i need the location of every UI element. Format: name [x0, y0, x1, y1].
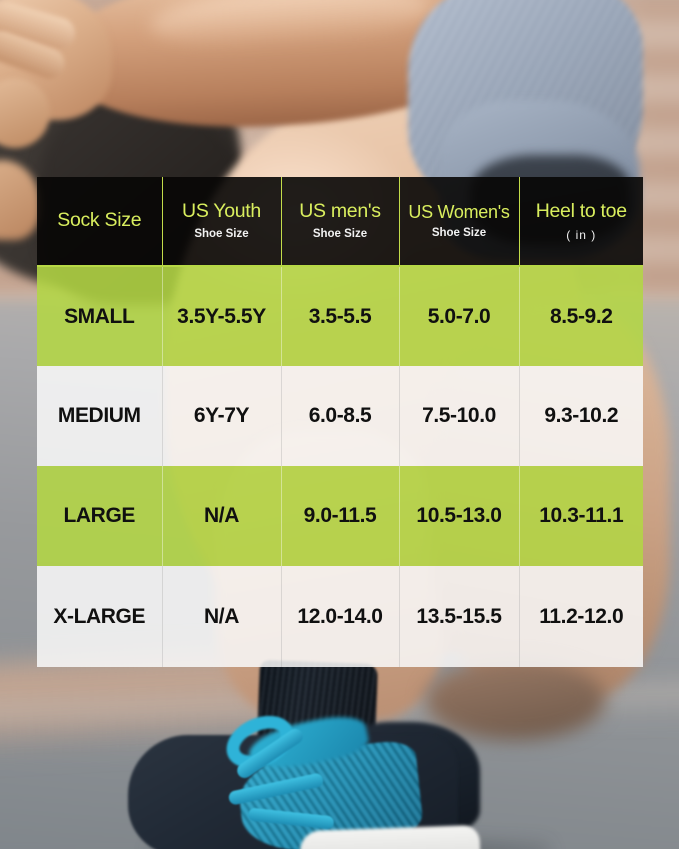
cell-sock-size: MEDIUM — [37, 366, 163, 466]
cell-us-youth: 3.5Y-5.5Y — [162, 266, 282, 366]
cell-us-mens: 3.5-5.5 — [281, 266, 400, 366]
header-subtitle: Shoe Size — [431, 227, 487, 240]
header-row: Sock Size US Youth Shoe Size US men's Sh… — [37, 177, 643, 267]
column-header-us-mens: US men's Shoe Size — [281, 177, 400, 267]
column-header-us-youth: US Youth Shoe Size — [162, 177, 282, 267]
cell-heel-to-toe: 11.2-12.0 — [519, 566, 643, 667]
cell-us-womens: 13.5-15.5 — [399, 566, 520, 667]
header-title: US men's — [299, 200, 381, 223]
table-row: SMALL 3.5Y-5.5Y 3.5-5.5 5.0-7.0 8.5-9.2 — [37, 266, 643, 366]
table-header: Sock Size US Youth Shoe Size US men's Sh… — [37, 177, 643, 267]
header-title: US Youth — [182, 200, 261, 223]
cell-sock-size: SMALL — [37, 266, 163, 366]
header-subtitle: Shoe Size — [194, 228, 249, 241]
cell-us-mens: 6.0-8.5 — [281, 366, 400, 466]
column-header-us-womens: US Women's Shoe Size — [399, 177, 520, 267]
cell-us-mens: 9.0-11.5 — [281, 466, 400, 566]
cell-us-youth: N/A — [162, 466, 282, 566]
background-heel-blur — [425, 660, 605, 740]
cell-heel-to-toe: 10.3-11.1 — [519, 466, 643, 566]
table-row: MEDIUM 6Y-7Y 6.0-8.5 7.5-10.0 9.3-10.2 — [37, 366, 643, 466]
cell-heel-to-toe: 9.3-10.2 — [519, 366, 643, 466]
sock-size-table: Sock Size US Youth Shoe Size US men's Sh… — [37, 177, 643, 667]
cell-us-mens: 12.0-14.0 — [281, 566, 400, 667]
header-subtitle-unit: ( in ) — [566, 227, 597, 242]
cell-us-youth: N/A — [162, 566, 282, 667]
cell-sock-size: LARGE — [37, 466, 163, 566]
table-row: LARGE N/A 9.0-11.5 10.5-13.0 10.3-11.1 — [37, 466, 643, 566]
table-body: SMALL 3.5Y-5.5Y 3.5-5.5 5.0-7.0 8.5-9.2 … — [37, 266, 643, 667]
header-title: Heel to toe — [535, 200, 627, 223]
header-title: US Women's — [408, 202, 510, 223]
cell-sock-size: X-LARGE — [37, 566, 163, 667]
column-header-heel-to-toe: Heel to toe ( in ) — [519, 177, 643, 267]
header-title: Sock Size — [57, 209, 142, 232]
cell-us-youth: 6Y-7Y — [162, 366, 282, 466]
column-header-sock-size: Sock Size — [37, 177, 163, 267]
cell-us-womens: 7.5-10.0 — [399, 366, 520, 466]
cell-us-womens: 10.5-13.0 — [399, 466, 520, 566]
cell-us-womens: 5.0-7.0 — [399, 266, 520, 366]
table-row: X-LARGE N/A 12.0-14.0 13.5-15.5 11.2-12.… — [37, 566, 643, 667]
header-subtitle: Shoe Size — [312, 228, 368, 241]
cell-heel-to-toe: 8.5-9.2 — [519, 266, 643, 366]
